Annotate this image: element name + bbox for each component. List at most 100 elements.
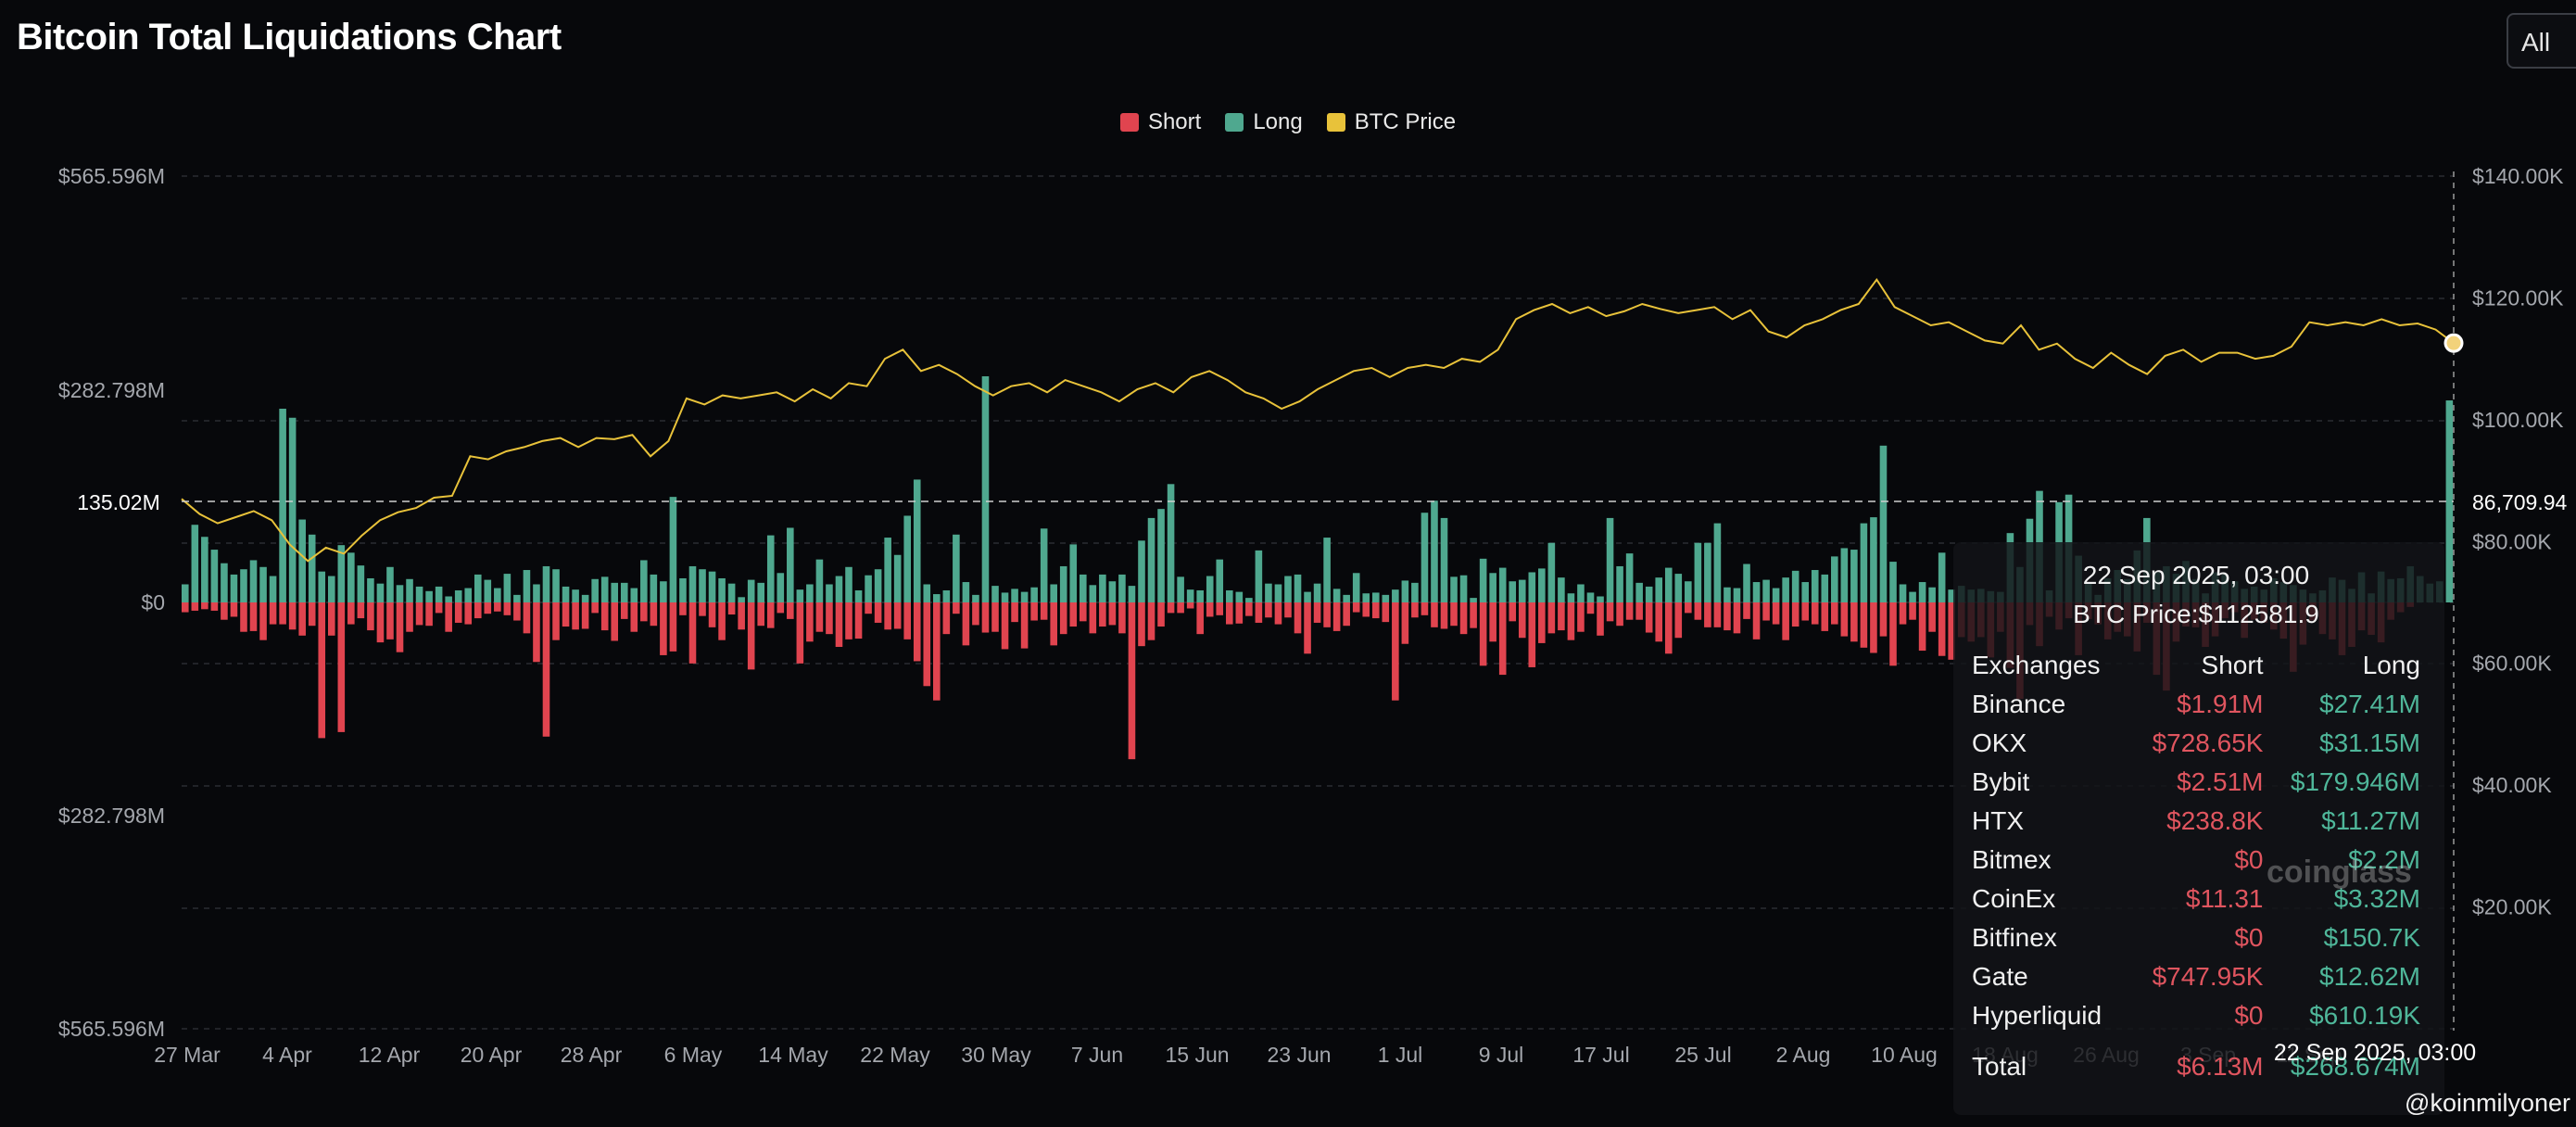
right-axis-tick-label: $120.00K xyxy=(2472,285,2564,310)
short-bar xyxy=(1235,602,1244,624)
long-bar xyxy=(1089,585,1097,602)
short-bar xyxy=(1196,602,1204,635)
short-bar xyxy=(1811,602,1819,625)
short-bar xyxy=(738,602,745,630)
long-bar xyxy=(581,594,589,602)
legend-swatch-btc-price xyxy=(1326,113,1345,132)
short-bar xyxy=(688,602,697,664)
short-bar xyxy=(1558,602,1565,631)
tooltip-table: Exchanges Short Long Binance $1.91M $27.41… xyxy=(1972,646,2420,1086)
short-bar xyxy=(1265,602,1272,618)
short-bar xyxy=(845,602,852,639)
long-bar xyxy=(874,569,882,602)
long-bar xyxy=(201,537,208,602)
short-bar xyxy=(210,602,219,611)
long-bar xyxy=(221,563,228,602)
x-axis-tick-label: 1 Jul xyxy=(1378,1043,1423,1067)
long-bar xyxy=(1470,598,1477,602)
long-bar xyxy=(230,574,238,602)
long-bar xyxy=(1879,445,1888,602)
tooltip-cell-exchange: Bitfinex xyxy=(1972,923,2057,952)
short-bar xyxy=(1089,602,1097,634)
short-bar xyxy=(240,602,247,632)
long-bar xyxy=(845,566,852,602)
long-bar xyxy=(1870,517,1877,602)
long-bar xyxy=(318,571,326,602)
long-bar xyxy=(591,578,599,602)
short-bar xyxy=(630,602,638,632)
long-bar xyxy=(494,588,501,602)
short-bar xyxy=(1782,602,1789,640)
short-bar xyxy=(221,602,228,620)
range-selector-label: All xyxy=(2521,28,2551,57)
short-bar xyxy=(1157,602,1165,627)
long-bar xyxy=(1274,584,1282,602)
tooltip-cell-exchange: HTX xyxy=(1972,806,2024,835)
x-axis-tick-label: 4 Apr xyxy=(262,1043,312,1067)
short-bar xyxy=(1899,602,1907,625)
long-bar xyxy=(933,594,941,602)
long-bar xyxy=(1635,582,1643,602)
short-bar xyxy=(1382,602,1390,623)
short-bar xyxy=(1440,602,1448,629)
short-bar xyxy=(1059,602,1067,635)
legend-item-btc-price[interactable]: BTC Price xyxy=(1326,109,1457,135)
range-selector[interactable]: All xyxy=(2507,13,2576,69)
long-bar xyxy=(1186,589,1194,602)
tooltip-total-short: $6.13M xyxy=(2177,1052,2264,1081)
short-bar xyxy=(1850,602,1858,642)
tooltip-cell-short: $0 xyxy=(2234,845,2264,874)
legend-item-long[interactable]: Long xyxy=(1225,109,1303,135)
right-axis-tick-label: $40.00K xyxy=(2472,773,2552,797)
long-bar xyxy=(367,577,374,602)
tooltip-cell-short: $0 xyxy=(2234,1001,2264,1030)
short-bar xyxy=(913,602,921,662)
long-bar xyxy=(357,565,365,602)
long-bar xyxy=(747,579,755,602)
hover-date-label: 22 Sep 2025, 03:00 xyxy=(2273,1040,2477,1066)
x-axis-tick-label: 2 Aug xyxy=(1776,1043,1831,1067)
tooltip-row: OKX $728.65K $31.15M xyxy=(1972,724,2420,763)
short-bar xyxy=(972,602,979,626)
x-axis-tick-label: 22 May xyxy=(860,1043,930,1067)
long-bar xyxy=(1899,584,1907,602)
tooltip-cell-short: $2.51M xyxy=(2177,767,2264,796)
long-bar xyxy=(279,408,286,602)
tooltip-cell-exchange: Binance xyxy=(1972,690,2066,718)
short-bar xyxy=(1128,602,1136,760)
long-bar xyxy=(1625,553,1634,602)
short-bar xyxy=(1050,602,1057,646)
tooltip-cell-short: $0 xyxy=(2234,923,2264,952)
long-bar xyxy=(1167,484,1175,602)
long-bar xyxy=(552,569,560,602)
short-bar xyxy=(1011,602,1018,623)
long-bar xyxy=(1713,523,1722,602)
short-bar xyxy=(230,602,238,617)
tooltip-total-long: $268.674M xyxy=(2290,1052,2420,1081)
long-bar xyxy=(972,594,979,602)
legend-label-btc-price: BTC Price xyxy=(1354,109,1457,134)
tooltip-header-long: Long xyxy=(2362,651,2420,679)
short-bar xyxy=(1685,602,1692,614)
left-axis-tick-label: $282.798M xyxy=(58,378,165,402)
short-bar xyxy=(903,602,911,639)
long-bar xyxy=(337,545,346,602)
right-axis-tick-label: $60.00K xyxy=(2472,652,2552,676)
long-bar xyxy=(766,535,775,602)
x-axis-tick-label: 14 May xyxy=(758,1043,828,1067)
axes: $565.596M $282.798M $0 $282.798M $565.596M $1… xyxy=(58,164,2564,1067)
tooltip-header-row: Exchanges Short Long xyxy=(1972,646,2420,685)
long-bar xyxy=(1538,568,1546,602)
short-bar xyxy=(1801,602,1810,621)
short-bar xyxy=(1821,602,1829,631)
short-bar xyxy=(826,602,833,635)
long-bar xyxy=(298,519,306,602)
long-bar xyxy=(1509,581,1517,602)
short-bar xyxy=(1080,602,1087,622)
short-bar xyxy=(679,602,687,615)
long-bar xyxy=(1138,540,1145,602)
long-bar xyxy=(981,376,990,602)
long-bar xyxy=(1752,582,1761,602)
short-bar xyxy=(406,602,413,632)
legend-item-short[interactable]: Short xyxy=(1119,109,1201,135)
